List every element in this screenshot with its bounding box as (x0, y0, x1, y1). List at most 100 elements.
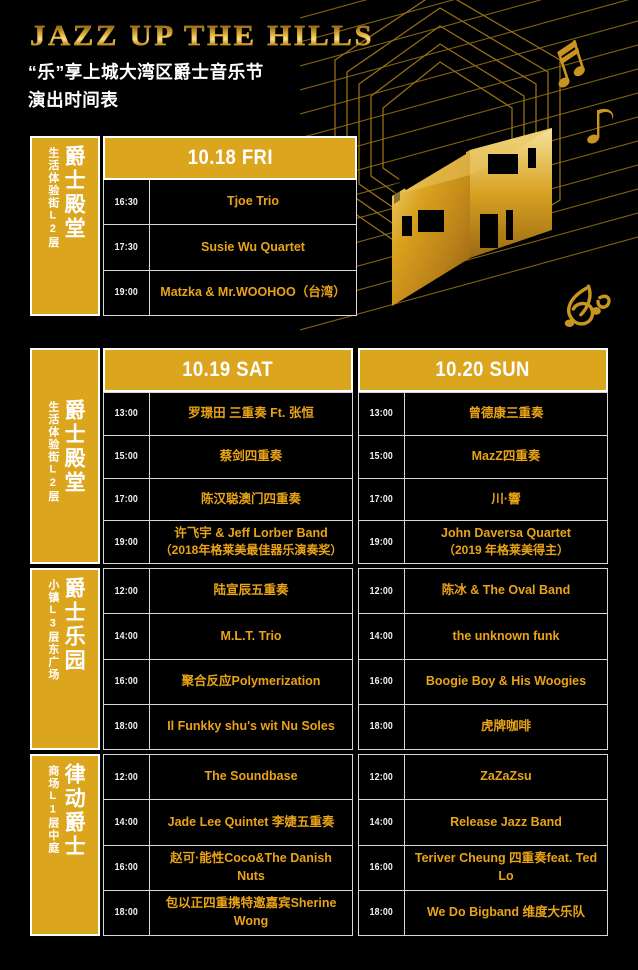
row-act: Matzka & Mr.WOOHOO（台湾） (160, 284, 346, 299)
table-row[interactable]: 18:00 We Do Bigband 维度大乐队 (359, 889, 607, 935)
row-time: 17:00 (104, 478, 150, 521)
row-act: 包以正四重携特邀嘉宾Sherine Wong (165, 896, 337, 928)
table-row[interactable]: 16:30 Tjoe Trio (104, 180, 356, 225)
venue-location: 生活体验街L2层 (46, 401, 59, 503)
row-time: 16:30 (104, 180, 150, 225)
poster-header: JAZZ UP THE HILLS “乐”享上城大湾区爵士音乐节 演出时间表 (0, 0, 638, 128)
venue-group-jazz-hall: 爵士殿堂 生活体验街L2层 13:00 罗璟田 三重奏 Ft. 张恒 15:00… (30, 392, 608, 564)
row-time: 15:00 (104, 435, 150, 478)
venue-group-jazz-park: 爵士乐园 小镇L3层东广场 12:00 陆宣辰五重奏 14:00 M.L.T. … (30, 568, 608, 750)
day-column-sat-head: 10.19 SAT (103, 348, 353, 392)
row-act: MazZ四重奏 (471, 448, 541, 463)
row-time: 14:00 (104, 614, 150, 659)
table-row[interactable]: 18:00 包以正四重携特邀嘉宾Sherine Wong (104, 889, 352, 935)
table-row[interactable]: 17:00 陈汉聪澳门四重奏 (104, 477, 352, 521)
table-row[interactable]: 18:00 虎牌咖啡 (359, 703, 607, 749)
row-act: Tjoe Trio (226, 194, 280, 209)
subtitle-line-2: 演出时间表 (28, 90, 119, 111)
row-act: ZaZaZsu (480, 769, 532, 784)
table-row[interactable]: 16:00 聚合反应Polymerization (104, 658, 352, 704)
row-act: Il Funkky shu's wit Nu Soles (167, 719, 335, 733)
venue-days-jazz-park: 12:00 陆宣辰五重奏 14:00 M.L.T. Trio 16:00 聚合反… (103, 568, 608, 750)
venue-group-rhythm-jazz: 律动爵士 商场L1层中庭 12:00 The Soundbase 14:00 J… (30, 754, 608, 936)
row-act: 虎牌咖啡 (480, 719, 531, 733)
venue-name: 爵士乐园 (62, 577, 86, 673)
table-row[interactable]: 18:00 Il Funkky shu's wit Nu Soles (104, 703, 352, 749)
subtitle-line-1: “乐”享上城大湾区爵士音乐节 (28, 62, 264, 82)
venue-rail-jazz-hall-fri: 爵士殿堂 生活体验街L2层 (30, 136, 100, 316)
page-title: JAZZ UP THE HILLS (30, 20, 375, 52)
row-act: the unknown funk (452, 628, 560, 643)
schedule-block-friday: 爵士殿堂 生活体验街L2层 10.18 FRI 16:30 Tjoe Trio … (30, 136, 357, 316)
day-column-fri: 10.18 FRI 16:30 Tjoe Trio 17:30 Susie Wu… (103, 136, 357, 316)
row-act: The Soundbase (204, 769, 298, 784)
table-row[interactable]: 13:00 曾德康三重奏 (359, 393, 607, 435)
table-row[interactable]: 15:00 MazZ四重奏 (359, 434, 607, 478)
venue-days-rhythm-jazz: 12:00 The Soundbase 14:00 Jade Lee Quint… (103, 754, 608, 936)
day-column-sat: 12:00 陆宣辰五重奏 14:00 M.L.T. Trio 16:00 聚合反… (103, 568, 353, 750)
row-time: 19:00 (104, 270, 150, 315)
table-row[interactable]: 17:00 川·響 (359, 477, 607, 521)
row-act-line2: （2018年格莱美最佳器乐演奏奖） (159, 543, 343, 558)
row-act: 蔡剑四重奏 (219, 448, 283, 463)
table-row[interactable]: 19:00 Matzka & Mr.WOOHOO（台湾） (104, 269, 356, 315)
row-time: 16:00 (104, 659, 150, 704)
day-header-sun: 10.20 SUN (358, 348, 608, 392)
day-column-sat: 13:00 罗璟田 三重奏 Ft. 张恒 15:00 蔡剑四重奏 17:00 陈… (103, 392, 353, 564)
treble-clef-icon (564, 284, 611, 328)
table-row[interactable]: 19:00 许飞宇 & Jeff Lorber Band （2018年格莱美最佳… (104, 520, 352, 563)
venue-name: 爵士殿堂 (62, 145, 86, 241)
table-row[interactable]: 12:00 陈冰 & The Oval Band (359, 569, 607, 614)
row-time: 12:00 (104, 755, 150, 800)
table-row[interactable]: 17:30 Susie Wu Quartet (104, 224, 356, 270)
table-row[interactable]: 16:00 Boogie Boy & His Woogies (359, 658, 607, 704)
row-act: 曾德康三重奏 (468, 406, 544, 420)
row-act: 赵可·能性Coco&The Danish Nuts (170, 850, 332, 883)
row-act: Teriver Cheung 四重奏feat. Ted Lo (414, 850, 598, 883)
row-act: 许飞宇 & Jeff Lorber Band （2018年格莱美最佳器乐演奏奖） (150, 521, 352, 563)
schedule-block-weekend: 10.19 SAT 10.20 SUN 爵士殿堂 生活体验街L2层 13:00 … (30, 348, 608, 948)
table-row[interactable]: 14:00 the unknown funk (359, 613, 607, 659)
day-header-label: 10.18 FRI (187, 146, 273, 169)
row-act: 陈汉聪澳门四重奏 (200, 491, 301, 506)
row-act-line1: 许飞宇 & Jeff Lorber Band (174, 525, 328, 540)
table-row[interactable]: 14:00 Release Jazz Band (359, 799, 607, 845)
row-time: 13:00 (359, 393, 405, 435)
row-act: 陆宣辰五重奏 (213, 583, 289, 598)
venue-name: 爵士殿堂 (62, 399, 86, 495)
table-row[interactable]: 19:00 John Daversa Quartet （2019 年格莱美得主） (359, 520, 607, 563)
day-header-sat: 10.19 SAT (103, 348, 353, 392)
day-header-label: 10.19 SAT (182, 358, 274, 381)
table-row[interactable]: 15:00 蔡剑四重奏 (104, 434, 352, 478)
row-time: 16:00 (359, 659, 405, 704)
table-row[interactable]: 12:00 陆宣辰五重奏 (104, 569, 352, 614)
table-row[interactable]: 13:00 罗璟田 三重奏 Ft. 张恒 (104, 393, 352, 435)
row-time: 13:00 (104, 393, 150, 435)
row-act: Jade Lee Quintet 李婕五重奏 (167, 814, 335, 829)
table-row[interactable]: 12:00 The Soundbase (104, 755, 352, 800)
table-row[interactable]: 14:00 M.L.T. Trio (104, 613, 352, 659)
venue-name: 律动爵士 (62, 763, 86, 859)
rows-sat: 12:00 The Soundbase 14:00 Jade Lee Quint… (103, 754, 353, 936)
rows-sun: 12:00 ZaZaZsu 14:00 Release Jazz Band 16… (358, 754, 608, 936)
table-row[interactable]: 16:00 赵可·能性Coco&The Danish Nuts (104, 844, 352, 890)
row-act-line2: （2019 年格莱美得主） (442, 543, 570, 558)
table-row[interactable]: 14:00 Jade Lee Quintet 李婕五重奏 (104, 799, 352, 845)
table-row[interactable]: 12:00 ZaZaZsu (359, 755, 607, 800)
row-act: 聚合反应Polymerization (181, 673, 321, 688)
weekend-day-headers: 10.19 SAT 10.20 SUN (103, 348, 608, 392)
venue-location: 生活体验街L2层 (46, 147, 59, 249)
rows-sat: 13:00 罗璟田 三重奏 Ft. 张恒 15:00 蔡剑四重奏 17:00 陈… (103, 392, 353, 564)
day-column-sun: 12:00 陈冰 & The Oval Band 14:00 the unkno… (358, 568, 608, 750)
table-row[interactable]: 16:00 Teriver Cheung 四重奏feat. Ted Lo (359, 844, 607, 890)
row-time: 12:00 (359, 569, 405, 614)
day-column-sat: 12:00 The Soundbase 14:00 Jade Lee Quint… (103, 754, 353, 936)
subtitle: “乐”享上城大湾区爵士音乐节 演出时间表 (28, 58, 264, 115)
weekend-header-strip: 10.19 SAT 10.20 SUN (30, 348, 608, 392)
row-act: 罗璟田 三重奏 Ft. 张恒 (188, 406, 314, 420)
day-column-sun-head: 10.20 SUN (358, 348, 608, 392)
row-time: 18:00 (359, 704, 405, 749)
row-time: 17:00 (359, 478, 405, 521)
row-act: John Daversa Quartet （2019 年格莱美得主） (405, 521, 607, 563)
row-act-line1: John Daversa Quartet (441, 525, 571, 540)
